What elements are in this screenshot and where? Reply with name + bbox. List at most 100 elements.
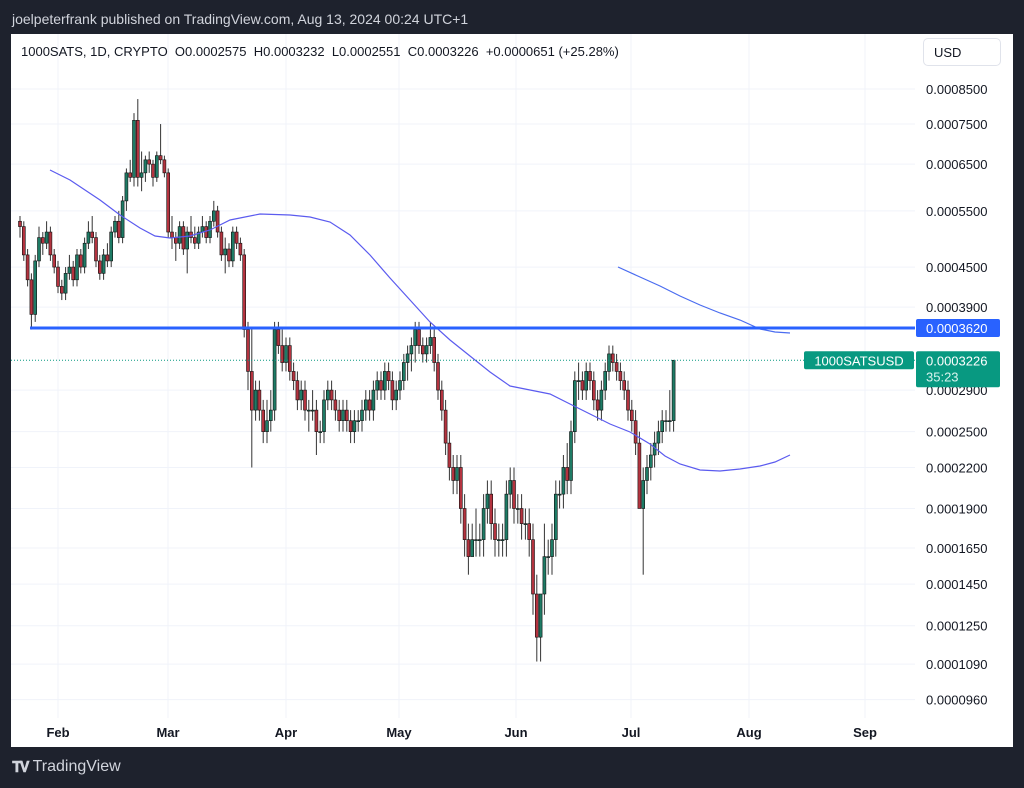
candle-up[interactable] [538, 593, 543, 638]
candle-up[interactable] [401, 362, 406, 381]
candle-down[interactable] [234, 231, 239, 244]
candle-up[interactable] [132, 120, 136, 178]
candle-up[interactable] [599, 389, 604, 411]
candle-up[interactable] [660, 420, 665, 432]
candle-up[interactable] [185, 231, 189, 250]
candle-down[interactable] [344, 409, 349, 421]
candle-up[interactable] [515, 508, 520, 510]
candle-down[interactable] [18, 220, 22, 227]
candle-down[interactable] [246, 329, 250, 372]
candle-down[interactable] [436, 362, 440, 391]
candle-down[interactable] [588, 371, 592, 381]
candle-up[interactable] [500, 539, 505, 541]
candle-down[interactable] [614, 362, 619, 372]
candle-down[interactable] [227, 248, 231, 262]
candle-down[interactable] [158, 155, 163, 161]
candle-down[interactable] [242, 254, 246, 330]
candle-up[interactable] [474, 539, 478, 541]
candle-up[interactable] [272, 329, 277, 411]
candle-down[interactable] [56, 266, 60, 287]
candle-down[interactable] [105, 254, 110, 262]
candle-down[interactable] [90, 231, 94, 238]
candle-up[interactable] [231, 231, 235, 262]
candle-up[interactable] [322, 399, 326, 432]
candle-down[interactable] [25, 254, 30, 281]
candle-up[interactable] [424, 345, 429, 355]
candle-down[interactable] [48, 231, 53, 256]
candle-down[interactable] [295, 380, 300, 401]
candle-up[interactable] [33, 260, 38, 315]
candle-up[interactable] [223, 248, 227, 256]
candle-up[interactable] [310, 409, 315, 412]
candle-down[interactable] [59, 286, 64, 294]
candle-up[interactable] [398, 380, 402, 391]
candle-down[interactable] [40, 237, 45, 244]
candle-up[interactable] [268, 409, 273, 421]
candle-up[interactable] [200, 226, 205, 233]
candle-up[interactable] [664, 420, 668, 422]
candle-down[interactable] [52, 254, 57, 268]
candle-up[interactable] [557, 493, 562, 496]
candle-up[interactable] [523, 523, 528, 525]
candle-down[interactable] [462, 508, 467, 540]
candle-up[interactable] [576, 380, 581, 382]
chart-panel[interactable]: 0.0008500 0.0007500 0.0006500 0.0005500 0.00… [11, 34, 1013, 747]
candle-up[interactable] [553, 493, 558, 540]
candle-up[interactable] [561, 467, 566, 495]
candle-up[interactable] [648, 454, 653, 468]
candle-up[interactable] [356, 420, 361, 422]
candle-down[interactable] [637, 442, 642, 509]
candle-up[interactable] [371, 389, 376, 411]
candle-down[interactable] [162, 159, 167, 174]
candle-up[interactable] [82, 242, 87, 268]
candle-up[interactable] [325, 389, 330, 401]
candle-down[interactable] [610, 353, 615, 363]
candle-down[interactable] [531, 539, 535, 595]
candle-down[interactable] [580, 380, 585, 391]
candle-down[interactable] [451, 467, 456, 481]
candle-down[interactable] [527, 523, 532, 540]
candle-up[interactable] [569, 431, 573, 481]
candle-down[interactable] [367, 399, 372, 411]
candle-up[interactable] [120, 200, 125, 238]
candle-up[interactable] [352, 420, 357, 432]
candle-up[interactable] [496, 539, 501, 541]
candle-up[interactable] [196, 231, 201, 244]
candle-up[interactable] [542, 556, 547, 595]
candle-down[interactable] [622, 380, 627, 391]
candle-down[interactable] [128, 172, 132, 178]
candle-down[interactable] [534, 593, 539, 638]
candle-down[interactable] [314, 409, 319, 432]
candle-up[interactable] [504, 493, 509, 540]
candle-down[interactable] [79, 254, 83, 268]
footer-brand[interactable]: 𝐓𝐕 TradingView [12, 758, 121, 776]
candle-up[interactable] [341, 409, 345, 421]
candle-down[interactable] [417, 329, 421, 346]
candle-up[interactable] [318, 431, 323, 433]
candle-down[interactable] [136, 120, 140, 178]
candle-down[interactable] [250, 371, 254, 411]
candle-up[interactable] [603, 371, 608, 391]
candle-down[interactable] [21, 226, 26, 256]
candle-down[interactable] [174, 237, 178, 244]
candle-up[interactable] [671, 359, 676, 421]
candle-up[interactable] [299, 389, 304, 401]
candle-up[interactable] [470, 539, 475, 557]
candle-down[interactable] [493, 523, 497, 540]
candle-up[interactable] [485, 493, 490, 509]
candle-up[interactable] [177, 226, 182, 244]
candle-down[interactable] [337, 409, 342, 421]
candle-down[interactable] [565, 467, 570, 481]
candle-down[interactable] [215, 210, 220, 233]
candle-down[interactable] [489, 493, 494, 524]
candle-up[interactable] [143, 159, 148, 174]
candle-up[interactable] [253, 389, 258, 411]
candle-up[interactable] [428, 337, 433, 346]
candle-down[interactable] [633, 420, 638, 444]
candle-down[interactable] [71, 266, 75, 281]
candle-down[interactable] [276, 329, 281, 346]
candle-down[interactable] [618, 371, 623, 381]
candle-down[interactable] [181, 226, 186, 250]
candle-up[interactable] [75, 254, 79, 281]
candle-down[interactable] [348, 420, 353, 432]
